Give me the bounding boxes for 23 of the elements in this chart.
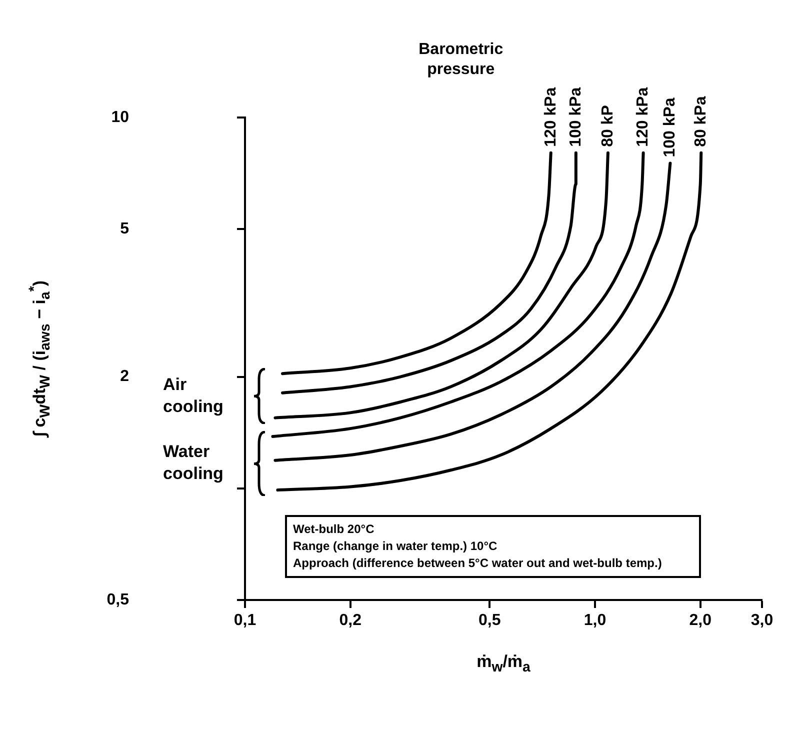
y-tick-label: 10 [111, 109, 130, 126]
x-axis-title: ṁ$_{w}$/ṁ$_{a}$ [476, 652, 532, 676]
annotation: Range (change in water temp.) 10°C [293, 538, 498, 555]
text: Air cooling [163, 374, 224, 418]
y-tick-label: 2 [120, 368, 130, 386]
x-tick-label: 0,1 [234, 612, 256, 630]
text: 80 kPa [692, 96, 710, 147]
annotation: Wet-bulb 20°C [293, 520, 376, 538]
y-tick-label: 5 [120, 220, 130, 238]
x-tick-label: 3,0 [750, 612, 774, 630]
x-tick-label: 0,2 [339, 612, 362, 630]
annotation: Approach (difference between 5°C water out and wet-bulb temp.) [293, 554, 663, 572]
text: 120 kPa [542, 87, 560, 147]
text: 120 kPa [634, 87, 652, 147]
x-tick-label: 1,0 [584, 612, 606, 630]
y-tick-label: 0,5 [106, 591, 130, 608]
x-tick-label: 0,5 [478, 612, 501, 630]
text: 100 kPa [567, 87, 584, 147]
text: 80 kP [599, 104, 616, 147]
text: 100 kPa [662, 98, 679, 158]
legend-title: Barometric pressure [418, 40, 504, 80]
text: Water cooling [163, 441, 224, 486]
x-tick-label: 2,0 [689, 612, 712, 630]
